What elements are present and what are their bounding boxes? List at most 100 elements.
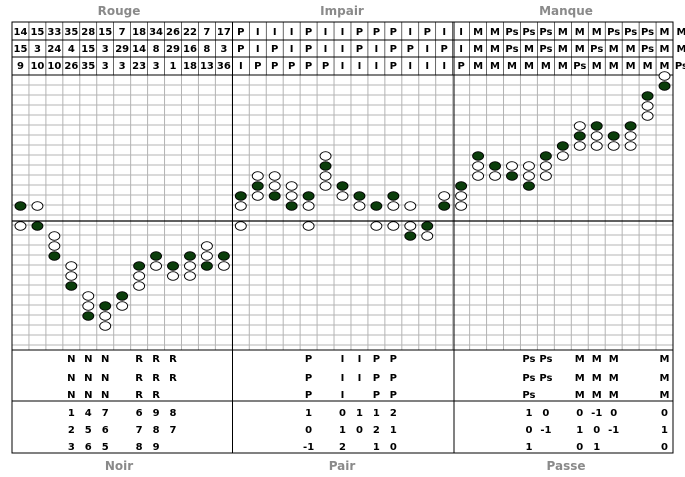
filled-marker [472, 151, 485, 161]
count-cell: 1 [576, 425, 583, 436]
empty-marker [658, 71, 671, 81]
filled-marker [217, 251, 230, 261]
count-cell: 1 [525, 408, 532, 419]
empty-marker [573, 121, 586, 131]
empty-marker [556, 151, 569, 161]
count-cell: 1 [661, 425, 668, 436]
header-cell: 36 [217, 61, 231, 72]
header-cell: M [676, 44, 685, 55]
header-cell: I [375, 44, 379, 55]
count-cell: 6 [102, 425, 109, 436]
pattern-cell: N [67, 354, 75, 365]
header-cell: M [524, 44, 534, 55]
pattern-cell: Ps [522, 354, 535, 365]
header-cell: 28 [81, 27, 95, 38]
pattern-cell: Ps [522, 390, 535, 401]
header-cell: 15 [98, 27, 112, 38]
empty-marker [217, 261, 230, 271]
header-cell: P [373, 27, 380, 38]
pattern-cell: M [592, 354, 602, 365]
count-cell: 8 [153, 425, 160, 436]
pattern-cell: N [67, 373, 75, 384]
empty-marker [285, 191, 298, 201]
header-cell: 3 [102, 61, 109, 72]
filled-marker [404, 231, 417, 241]
empty-marker [522, 171, 535, 181]
empty-marker [607, 141, 620, 151]
header-cell: 16 [183, 44, 197, 55]
empty-marker [370, 221, 383, 231]
header-cell: Ps [505, 44, 518, 55]
header-cell: Ps [624, 27, 637, 38]
filled-marker [522, 181, 535, 191]
filled-marker [641, 91, 654, 101]
pattern-cell: N [67, 390, 75, 401]
empty-marker [116, 301, 129, 311]
header-cell: I [375, 61, 379, 72]
header-cell: I [425, 44, 429, 55]
header-cell: P [407, 44, 414, 55]
header-cell: M [473, 44, 483, 55]
header-cell: I [408, 61, 412, 72]
header-cell: Ps [539, 27, 552, 38]
header-cell: 24 [47, 44, 61, 55]
pattern-cell: R [152, 354, 160, 365]
header-cell: I [425, 61, 429, 72]
empty-marker [251, 191, 264, 201]
header-cell: I [324, 44, 328, 55]
pattern-cell: M [575, 390, 585, 401]
header-cell: 15 [14, 44, 28, 55]
count-cell: 0 [339, 408, 346, 419]
empty-marker [82, 291, 95, 301]
filled-marker [65, 281, 78, 291]
label-rouge: Rouge [97, 4, 141, 18]
pattern-cell: I [341, 390, 345, 401]
pattern-cell: Ps [522, 373, 535, 384]
header-cell: M [626, 61, 636, 72]
header-cell: P [424, 27, 431, 38]
count-cell: 7 [170, 425, 177, 436]
header-cell: Ps [573, 61, 586, 72]
header-cell: P [457, 61, 464, 72]
empty-marker [150, 261, 163, 271]
header-cell: 10 [30, 61, 44, 72]
pattern-cell: P [305, 373, 312, 384]
empty-marker [200, 251, 213, 261]
header-cell: M [558, 27, 568, 38]
empty-marker [302, 221, 315, 231]
pattern-cell: M [592, 373, 602, 384]
count-cell: 0 [593, 425, 600, 436]
empty-marker [48, 231, 61, 241]
header-cell: I [273, 27, 277, 38]
header-cell: P [271, 61, 278, 72]
count-cell: 2 [373, 425, 380, 436]
header-cell: P [356, 27, 363, 38]
pattern-cell: M [575, 354, 585, 365]
header-cell: M [473, 27, 483, 38]
header-cell: 26 [64, 61, 78, 72]
header-cell: 13 [200, 61, 214, 72]
empty-marker [285, 181, 298, 191]
header-cell: 14 [14, 27, 28, 38]
header-cell: M [490, 44, 500, 55]
empty-marker [472, 171, 485, 181]
filled-marker [116, 291, 129, 301]
count-cell: -1 [608, 425, 619, 436]
header-cell: Ps [675, 61, 685, 72]
empty-marker [438, 191, 451, 201]
header-cell: P [237, 27, 244, 38]
header-cell: Ps [641, 27, 654, 38]
pattern-cell: N [84, 390, 92, 401]
empty-marker [421, 231, 434, 241]
pattern-cell: R [169, 373, 177, 384]
count-cell: 0 [390, 442, 397, 453]
count-cell: 2 [68, 425, 75, 436]
empty-marker [624, 131, 637, 141]
header-cell: I [442, 61, 446, 72]
pattern-cell: M [660, 373, 670, 384]
pattern-cell: P [373, 373, 380, 384]
empty-marker [319, 171, 332, 181]
empty-marker [404, 201, 417, 211]
header-cell: 22 [183, 27, 197, 38]
